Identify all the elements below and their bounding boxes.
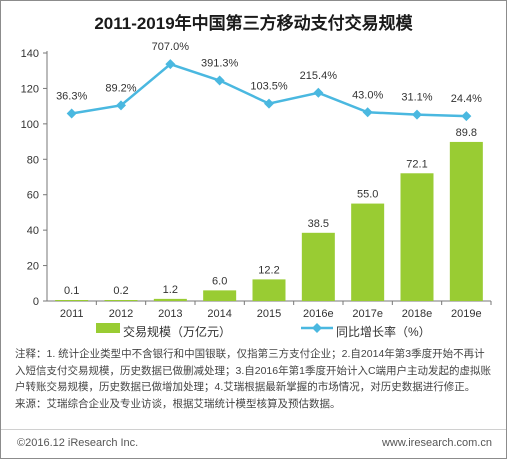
bar-value-label: 6.0 <box>212 275 227 287</box>
y-tick-label: 0 <box>33 296 39 308</box>
y-tick-label: 20 <box>27 261 39 273</box>
note-block: 注释：1. 统计企业类型中不含银行和中国银联，仅指第三方支付企业；2.自2014… <box>15 346 495 412</box>
growth-point <box>461 111 472 122</box>
growth-value-label: 707.0% <box>152 41 190 53</box>
chart-title: 2011-2019年中国第三方移动支付交易规模 <box>94 14 413 33</box>
y-tick-label: 120 <box>21 83 39 95</box>
bar <box>351 203 385 301</box>
growth-value-label: 215.4% <box>300 70 338 82</box>
x-tick-label: 2015 <box>257 308 281 320</box>
y-tick-label: 40 <box>27 225 39 237</box>
legend-line-marker <box>312 323 322 333</box>
bar <box>55 300 89 301</box>
growth-point <box>165 59 176 70</box>
bar <box>400 173 434 301</box>
growth-value-label: 36.3% <box>56 91 87 103</box>
x-tick-label: 2012 <box>109 308 133 320</box>
bar <box>301 232 335 301</box>
bar-value-label: 72.1 <box>406 158 427 170</box>
y-tick-label: 80 <box>27 154 39 166</box>
bar <box>104 300 138 301</box>
x-tick-label: 2018e <box>402 308 433 320</box>
growth-value-label: 391.3% <box>201 58 239 70</box>
line-layer: 36.3% 89.2% 707.0% 391.3% 103.5% 215.4% 43.0% 3… <box>56 41 482 122</box>
bar-value-label: 1.2 <box>163 284 178 296</box>
x-tick-label: 2017e <box>352 308 383 320</box>
growth-point <box>264 98 274 109</box>
growth-value-label: 43.0% <box>352 89 383 101</box>
axis-layer: 0 20 40 60 80 100 120 140 2011 2012 2013 2014 2015 20… <box>21 48 492 320</box>
growth-value-label: 24.4% <box>451 93 482 105</box>
growth-value-label: 31.1% <box>401 92 432 104</box>
footer-website: www.iresearch.com.cn <box>381 437 492 449</box>
x-tick-label: 2014 <box>207 308 231 320</box>
x-tick-label: 2016e <box>303 308 334 320</box>
footer-divider <box>1 429 506 430</box>
bar <box>252 279 286 301</box>
legend-layer <box>96 323 333 333</box>
bar-layer: 0.1 0.2 1.2 6.0 12.2 38.5 55.0 72.1 89.8 <box>55 127 483 301</box>
x-tick-label: 2011 <box>60 308 84 320</box>
bar-value-label: 55.0 <box>357 189 378 201</box>
legend-bar-label: 交易规模（万亿元） <box>123 325 232 339</box>
bar <box>153 298 187 301</box>
bar-value-label: 38.5 <box>308 218 329 230</box>
x-tick-label: 2013 <box>158 308 182 320</box>
note-text: 注释：1. 统计企业类型中不含银行和中国银联，仅指第三方支付企业；2.自2014… <box>15 348 492 393</box>
bar <box>449 141 483 301</box>
y-tick-label: 100 <box>21 119 39 131</box>
bar-value-label: 12.2 <box>258 264 279 276</box>
bar-value-label: 89.8 <box>456 127 477 139</box>
source-text: 来源：艾瑞综合企业及专业访谈，根据艾瑞统计模型核算及预估数据。 <box>15 397 341 410</box>
growth-point <box>362 107 373 118</box>
growth-point <box>412 109 422 120</box>
footer-copyright: ©2016.12 iResearch Inc. <box>17 437 139 449</box>
legend-line-label: 同比增长率（%） <box>336 325 431 339</box>
bar <box>203 290 237 301</box>
bar-value-label: 0.1 <box>64 285 79 297</box>
x-tick-label: 2019e <box>451 308 482 320</box>
legend-bar-swatch <box>96 323 120 333</box>
y-tick-label: 60 <box>27 190 39 202</box>
bar-value-label: 0.2 <box>113 285 128 297</box>
growth-value-label: 103.5% <box>250 81 288 93</box>
growth-point <box>214 75 225 86</box>
growth-point <box>313 87 324 98</box>
growth-point <box>116 100 126 111</box>
chart-plot: 0 20 40 60 80 100 120 140 2011 2012 2013 2014 2015 20… <box>21 41 492 333</box>
y-tick-label: 140 <box>21 48 39 60</box>
growth-value-label: 89.2% <box>105 82 136 94</box>
growth-point <box>66 108 77 119</box>
